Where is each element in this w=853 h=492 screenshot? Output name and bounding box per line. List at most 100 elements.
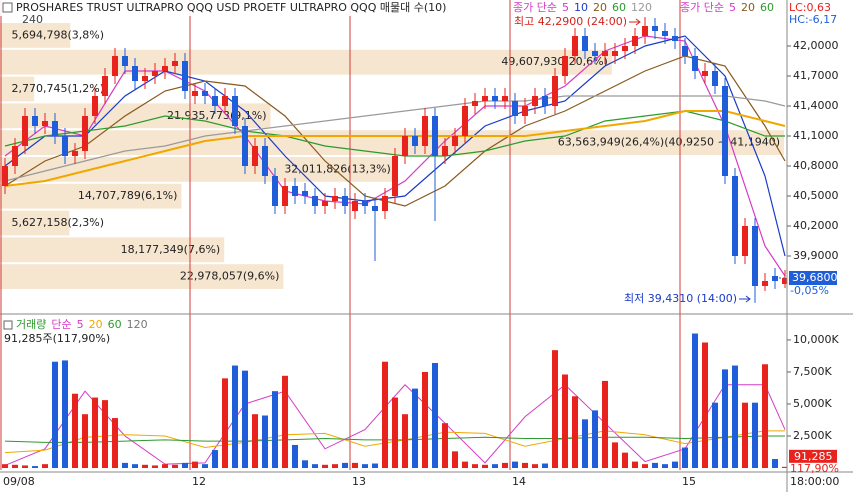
candle-body [382,196,388,211]
candle-body [322,201,328,206]
candle-body [412,136,418,146]
change-label: 117,90% [790,462,839,475]
volume-bar [322,464,328,468]
y-tick-label: 41,4000 [793,99,839,112]
candle-body [672,36,678,41]
volume-bar [202,464,208,468]
hc-label: HC:-6,17 [789,13,837,26]
volume-bar [562,374,568,468]
candle-body [662,31,668,36]
profile-bar [0,210,70,236]
volume-bar [42,464,48,468]
volume-bar [232,365,238,468]
profile-label: 2,770,745(1,2%) [11,82,104,95]
profile-bar [0,264,284,289]
candle-body [452,136,458,146]
volume-bar [92,397,98,468]
candle-body [312,196,318,206]
volume-bar [152,465,158,468]
volume-bar [392,397,398,468]
candle-body [122,56,128,66]
x-tick-label: 12 [192,475,206,488]
volume-bar [652,462,658,468]
legend-item: 120 [127,318,148,331]
volume-bar [212,450,218,468]
volume-bar [112,418,118,468]
volume-bar [292,444,298,468]
volume-bar [772,459,778,468]
candle-body [472,101,478,106]
annotation-high: 최고 42,2900 (24:00) [514,15,627,28]
profile-label: 63,563,949(26,4%)(40,9250 ~ 41,1940) [558,136,780,149]
candle-body [652,26,658,31]
volume-bar [182,462,188,468]
ma-line [4,384,786,466]
volume-bar [422,371,428,468]
candle-body [462,106,468,136]
header-icon [2,2,13,13]
volume-bar [142,464,148,468]
volume-bar [312,464,318,468]
candle-body [742,226,748,256]
volume-bar [742,402,748,468]
candle-body [642,26,648,36]
volume-bar [2,464,8,468]
volume-bar [592,410,598,468]
candle-body [262,146,268,176]
candle-body [62,136,68,156]
volume-bar [602,380,608,468]
annotation-arrow [739,295,751,303]
volume-bar [472,464,478,468]
candle-body [292,186,298,196]
volume-bar [512,461,518,468]
volume-bar [452,451,458,468]
profile-label: 18,177,349(7,6%) [121,243,221,256]
candle-body [82,116,88,151]
y-tick-label: 40,5000 [793,189,839,202]
volume-bar [662,464,668,468]
candle-body [692,56,698,71]
current-box [789,449,837,463]
profile-bar [0,237,225,263]
candle-body [492,96,498,101]
volume-bar [542,463,548,468]
volume-bar [442,423,448,468]
candle-body [702,71,708,76]
volume-bar [722,369,728,468]
profile-label: 32,011,826(13,3%) [284,162,391,175]
volume-bar [522,462,528,468]
candle-body [632,36,638,46]
candle-body [432,116,438,156]
candle-body [542,96,548,106]
volume-summary: 91,285주(117,90%) [4,332,110,345]
profile-label: 49,607,930(20,6%) [501,55,608,68]
volume-bar [362,464,368,468]
volume-bar [682,447,688,468]
candle-body [282,186,288,206]
volume-bar [332,464,338,468]
volume-bar [712,402,718,468]
volume-bar [732,365,738,468]
profile-label: 22,978,057(9,6%) [180,270,280,283]
x-end-label: 18:00:00 [790,475,839,488]
profile-bar [0,76,35,102]
current-box [789,271,837,285]
candle-body [402,136,408,156]
candle-body [552,76,558,106]
volume-bar [342,462,348,468]
header-bg [0,0,500,16]
candle-body [272,176,278,206]
candle-body [782,278,788,284]
candle-body [592,51,598,56]
candle-body [302,191,308,196]
ma-line [4,35,786,257]
legend-item: 60 [612,1,626,14]
profile-label: 14,707,789(6,1%) [78,189,178,202]
volume-bar [132,464,138,468]
candle-body [562,56,568,76]
legend-item: 종가 단순 [680,1,724,14]
annotation-arrow [629,18,641,26]
volume-bar [612,442,618,468]
volume-bar [752,402,758,468]
volume-bar [702,342,708,468]
